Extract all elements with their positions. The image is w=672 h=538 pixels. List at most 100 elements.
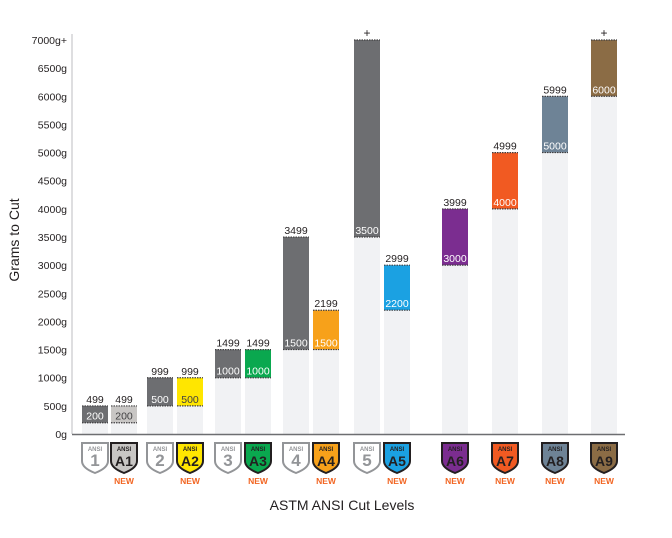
low-value-label: 1500 [284,338,308,350]
high-value-label: 1499 [246,338,270,350]
range-bar-A6 [442,208,468,266]
high-value-label: 4999 [493,141,517,153]
new-label: NEW [248,476,269,486]
ansi-shield-icon-1 [81,442,109,475]
ansi-shield-icon-A8 [541,442,569,475]
high-value-label: 5999 [543,84,567,96]
badge-level-label: 5 [362,451,371,470]
low-value-label: 2200 [385,298,409,310]
low-value-label: 3500 [355,225,379,237]
range-bar-A9 [591,40,617,97]
badge-level-label: A8 [546,453,564,469]
low-value-label: 1000 [246,366,270,378]
low-value-label: 500 [181,394,199,406]
x-axis-title: ASTM ANSI Cut Levels [270,497,415,513]
y-tick-label: 2000g [38,316,67,328]
new-label: NEW [545,476,566,486]
range-bar-A4 [313,310,339,350]
badge-level-label: 2 [155,451,164,470]
badge-ansi-label: ANSI [597,447,612,453]
new-label: NEW [495,476,516,486]
range-bar-5 [354,40,380,237]
background-bar [82,422,108,434]
background-bar [354,237,380,434]
low-value-label: 6000 [592,84,616,96]
y-tick-label: 1000g [38,373,67,385]
low-value-label: 500 [151,394,169,406]
range-bar-A2 [177,377,203,406]
range-bar-A3 [245,349,271,378]
background-bar [111,422,137,434]
ansi-shield-icon-2 [146,442,174,475]
badge-ansi-label: ANSI [221,447,236,453]
ansi-shield-icon-A7 [491,442,519,475]
y-tick-label: 500g [44,401,68,413]
badge-ansi-label: ANSI [251,447,266,453]
high-value-label: 3999 [443,197,467,209]
badge-ansi-label: ANSI [153,447,168,453]
y-tick-label: 5500g [38,119,67,131]
y-tick-label: 0g [55,429,67,441]
new-label: NEW [114,476,135,486]
badge-ansi-label: ANSI [319,447,334,453]
range-bar-A8 [542,96,568,153]
high-value-label: 499 [86,394,104,406]
low-value-label: 3000 [443,253,467,265]
range-bar-4 [283,237,309,350]
ansi-shield-icon-A3 [244,442,272,475]
low-value-label: 5000 [543,141,567,153]
high-value-label: 999 [181,366,199,378]
badge-level-label: 1 [90,451,99,470]
high-value-label: 999 [151,366,169,378]
low-value-label: 200 [86,411,104,423]
background-bar [147,405,173,434]
badge-level-label: 3 [223,451,232,470]
background-bar [492,208,518,434]
badge-level-label: A7 [496,453,514,469]
ansi-shield-icon-3 [214,442,242,475]
background-bar [283,349,309,434]
badge-ansi-label: ANSI [88,447,103,453]
low-value-label: 1000 [216,366,240,378]
new-label: NEW [594,476,615,486]
y-axis-title: Grams to Cut [6,198,22,281]
y-tick-label: 3500g [38,232,67,244]
high-value-label: 2199 [314,298,338,310]
high-value-label: + [600,26,607,40]
high-value-label: 499 [115,394,133,406]
ansi-shield-icon-A2 [176,442,204,475]
badge-ansi-label: ANSI [360,447,375,453]
range-bar-1 [82,405,108,423]
range-bar-A1 [111,405,137,423]
new-label: NEW [387,476,408,486]
badge-ansi-label: ANSI [498,447,513,453]
background-bar [177,405,203,434]
range-bar-2 [147,377,173,406]
y-tick-label: 5000g [38,148,67,160]
ansi-shield-icon-A9 [590,442,618,475]
badge-level-label: A2 [181,453,199,469]
badge-level-label: A3 [249,453,267,469]
high-value-label: 2999 [385,253,409,265]
background-bar [313,349,339,434]
badge-ansi-label: ANSI [548,447,563,453]
high-value-label: + [363,26,370,40]
ansi-shield-icon-4 [282,442,310,475]
ansi-shield-icon-A1 [110,442,138,475]
badge-ansi-label: ANSI [289,447,304,453]
new-label: NEW [180,476,201,486]
range-bar-A7 [492,152,518,209]
background-bar [591,96,617,435]
y-tick-label: 4500g [38,176,67,188]
y-tick-label: 3000g [38,260,67,272]
y-tick-label: 4000g [38,204,67,216]
badge-ansi-label: ANSI [183,447,198,453]
high-value-label: 3499 [284,225,308,237]
new-label: NEW [316,476,337,486]
new-label: NEW [445,476,466,486]
badge-level-label: A5 [388,453,406,469]
y-tick-label: 6500g [38,63,67,75]
background-bar [542,152,568,435]
badge-ansi-label: ANSI [448,447,463,453]
